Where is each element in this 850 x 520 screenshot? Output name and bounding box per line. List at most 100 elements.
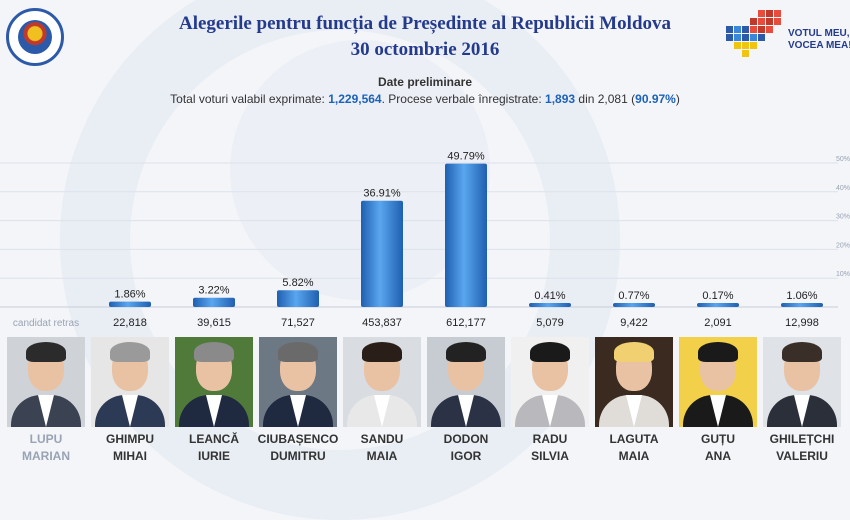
title-line-2: 30 octombrie 2016 [350,39,500,60]
candidate-first-name: MAIA [618,449,650,463]
candidate-name: GHILEȚCHI VALERIU [760,431,844,465]
bar [109,301,151,307]
candidate-photo [595,337,673,427]
protocols-value: 1,893 [545,92,576,106]
logo-pixel [766,18,773,25]
percent-label: 5.82% [282,277,313,289]
bar [781,303,823,307]
logo-pixel [742,50,749,57]
candidate-last-name: LEANCĂ [189,432,239,446]
logo-pixel [758,18,765,25]
title-line-1: Alegerile pentru funcția de Președinte a… [178,13,672,34]
vote-count-label: 39,615 [197,317,231,329]
candidate-name: LAGUTA MAIA [592,431,676,465]
candidate-name: GUȚU ANA [676,431,760,465]
percent-label: 0.77% [618,290,649,302]
candidate-first-name: SILVIA [531,449,569,463]
candidate-last-name: CIUBAȘENCO [257,432,339,446]
campaign-logo: VOTUL MEU, VOCEA MEA! [722,6,850,62]
candidate-last-name: SANDU [360,432,404,446]
logo-pixel [726,34,733,41]
percent-label: 0.41% [534,290,565,302]
percent-label: 1.86% [114,289,145,301]
page-title: Alegerile pentru funcția de Președinte a… [0,11,850,63]
campaign-slogan: VOTUL MEU, VOCEA MEA! [788,28,850,51]
logo-pixel [726,26,733,33]
candidate-photo [175,337,253,427]
candidate-photo [679,337,757,427]
portrait-hair [698,342,738,362]
candidate-photo [511,337,589,427]
bar [361,200,403,307]
pixel-heart-icon [726,10,781,57]
vote-count-label: 22,818 [113,317,147,329]
bar [529,303,571,307]
logo-pixel [750,26,757,33]
y-tick-label: 10% [836,271,850,278]
bar [193,297,235,307]
candidate-name: LUPU MARIAN [4,431,88,465]
y-tick-label: 30% [836,214,850,221]
candidate-name: GHIMPU MIHAI [88,431,172,465]
bar [277,290,319,307]
candidate-first-name: MAIA [366,449,398,463]
vote-count-label: 453,837 [362,317,402,329]
logo-pixel [766,10,773,17]
results-bar-chart: 10% 20% 30% 40% 50% candidat retras 1.86% 22,8… [0,151,850,329]
candidate-name: RADU SILVIA [508,431,592,465]
candidate-photo [763,337,841,427]
vote-count-label: 71,527 [281,317,315,329]
candidate-photo [259,337,337,427]
y-tick-label: 20% [836,242,850,249]
logo-pixel [742,26,749,33]
y-tick-label: 50% [836,156,850,163]
portrait-hair [782,342,822,362]
candidate-name: DODON IGOR [424,431,508,465]
candidate-first-name: ANA [705,449,731,463]
candidate-photo [7,337,85,427]
candidate-last-name: GHILEȚCHI [769,432,835,446]
candidate-first-name: IURIE [197,449,230,463]
candidate-last-name: DODON [443,432,489,446]
bar [697,303,739,307]
portrait-hair [446,342,486,362]
bar [445,163,487,307]
candidate-photo [91,337,169,427]
portrait-hair [614,342,654,362]
portrait-hair [278,342,318,362]
logo-pixel [774,10,781,17]
candidate-first-name: MIHAI [113,449,147,463]
logo-pixel [742,42,749,49]
logo-pixel [734,42,741,49]
logo-pixel [758,10,765,17]
candidate-photo [427,337,505,427]
logo-pixel [758,26,765,33]
total-votes-value: 1,229,564 [328,92,382,106]
logo-pixel [758,34,765,41]
candidate-first-name: VALERIU [776,449,828,463]
candidate-name: SANDU MAIA [340,431,424,465]
vote-count-label: 612,177 [446,317,486,329]
candidate-last-name: LAGUTA [609,432,659,446]
summary-line: Total voturi valabil exprimate: 1,229,56… [170,92,680,106]
vote-count-label: 12,998 [785,317,819,329]
logo-pixel [766,26,773,33]
candidate-first-name: DUMITRU [270,449,326,463]
logo-pixel [750,42,757,49]
percent-label: 1.06% [786,290,817,302]
portrait-hair [530,342,570,362]
logo-pixel [750,18,757,25]
logo-pixel [734,26,741,33]
candidate-last-name: GHIMPU [106,432,154,446]
vote-count-label: 9,422 [620,317,648,329]
candidate-photo [343,337,421,427]
y-tick-label: 40% [836,185,850,192]
portrait-hair [26,342,66,362]
percent-label: 3.22% [198,285,229,297]
candidate-name: CIUBAȘENCO DUMITRU [256,431,340,465]
percent-label: 36.91% [363,188,401,200]
vote-count-label: 2,091 [704,317,732,329]
protocols-percent: 90.97% [635,92,676,106]
vote-count-label: 5,079 [536,317,564,329]
cec-seal-logo [6,8,64,66]
